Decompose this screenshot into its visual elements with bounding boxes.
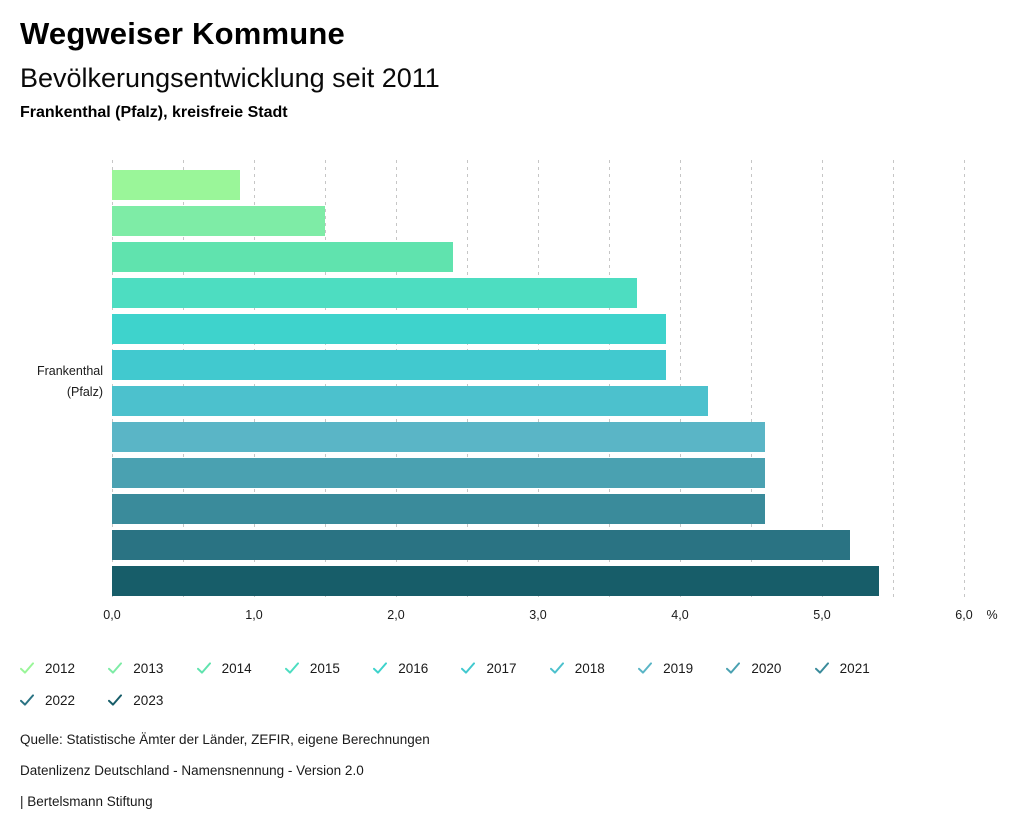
- legend-item-2023[interactable]: 2023: [108, 692, 196, 708]
- gridline: [609, 160, 610, 600]
- bar-2022[interactable]: [112, 530, 851, 560]
- checkmark-icon: [108, 662, 123, 674]
- checkmark-icon: [20, 694, 34, 706]
- gridline: [680, 160, 681, 600]
- gridline: [325, 160, 326, 600]
- y-axis-label-line: (Pfalz): [66, 385, 103, 399]
- checkmark-icon: [373, 662, 388, 674]
- legend-year-label: 2016: [398, 660, 429, 676]
- bar-2015[interactable]: [112, 278, 638, 308]
- gridline: [538, 160, 539, 600]
- x-tick-label: 6,0: [955, 608, 973, 622]
- legend-year-label: 2022: [45, 692, 76, 708]
- source-note: Quelle: Statistische Ämter der Länder, Z…: [20, 732, 430, 747]
- legend-item-2019[interactable]: 2019: [638, 660, 726, 676]
- gridline: [112, 160, 113, 600]
- legend-item-2012[interactable]: 2012: [20, 660, 108, 676]
- legend-year-label: 2023: [133, 692, 164, 708]
- legend-year-label: 2021: [839, 660, 870, 676]
- bar-2013[interactable]: [112, 206, 325, 236]
- legend-item-2020[interactable]: 2020: [726, 660, 814, 676]
- checkmark-icon: [20, 662, 34, 674]
- gridline: [396, 160, 397, 600]
- x-tick-label: 2,0: [387, 608, 405, 622]
- y-axis-label-line: Frankenthal: [36, 364, 103, 378]
- legend-year-label: 2018: [574, 660, 605, 676]
- gridline: [964, 160, 965, 600]
- checkmark-icon: [549, 662, 564, 674]
- gridline: [183, 160, 184, 600]
- bar-2017[interactable]: [112, 350, 666, 380]
- legend-item-2013[interactable]: 2013: [108, 660, 196, 676]
- checkmark-icon: [638, 662, 653, 674]
- checkmark-icon: [726, 662, 741, 674]
- region-label: Frankenthal (Pfalz), kreisfreie Stadt: [20, 104, 288, 121]
- x-tick-label: 4,0: [671, 608, 689, 622]
- legend-item-2022[interactable]: 2022: [20, 692, 108, 708]
- bar-2014[interactable]: [112, 242, 453, 272]
- legend-year-label: 2014: [221, 660, 252, 676]
- gridline: [822, 160, 823, 600]
- chart-subtitle: Bevölkerungsentwicklung seit 2011: [20, 63, 440, 93]
- bar-2021[interactable]: [112, 494, 766, 524]
- x-tick-label: 1,0: [245, 608, 263, 622]
- legend-item-2017[interactable]: 2017: [461, 660, 549, 676]
- legend-item-2021[interactable]: 2021: [814, 660, 903, 676]
- x-axis: 0,0 1,0 2,0 3,0 4,0 5,0 6,0%: [0, 608, 1024, 624]
- legend-year-label: 2012: [45, 660, 76, 676]
- plot-area: [112, 160, 965, 600]
- bar-2020[interactable]: [112, 458, 766, 488]
- bar-2012[interactable]: [112, 170, 240, 200]
- gridline: [254, 160, 255, 600]
- bar-2019[interactable]: [112, 422, 766, 452]
- checkmark-icon: [461, 662, 476, 674]
- x-axis-unit: %: [986, 608, 998, 622]
- legend-item-2016[interactable]: 2016: [373, 660, 461, 676]
- gridline: [893, 160, 894, 600]
- legend-item-2018[interactable]: 2018: [549, 660, 638, 676]
- gridline: [751, 160, 752, 600]
- x-tick-label: 0,0: [103, 608, 121, 622]
- publisher-note: | Bertelsmann Stiftung: [20, 794, 153, 809]
- bar-chart: Frankenthal (Pfalz) 0,0 1,0 2,0 3,0 4,0 5,0 6,0…: [0, 160, 1024, 635]
- x-tick-label: 5,0: [813, 608, 831, 622]
- legend-year-label: 2020: [751, 660, 782, 676]
- gridline: [467, 160, 468, 600]
- y-axis-category-label: Frankenthal (Pfalz): [0, 361, 103, 403]
- bar-2023[interactable]: [112, 566, 879, 596]
- legend-year-label: 2013: [133, 660, 164, 676]
- legend-year-label: 2017: [486, 660, 517, 676]
- checkmark-icon: [196, 662, 211, 674]
- x-tick-label: 3,0: [529, 608, 547, 622]
- chart-legend: 2012 2013 2014 2015 2016 2017 2018 2019 2020 2021…: [20, 660, 920, 708]
- legend-year-label: 2019: [663, 660, 694, 676]
- checkmark-icon: [284, 662, 299, 674]
- checkmark-icon: [108, 694, 123, 706]
- legend-year-label: 2015: [309, 660, 340, 676]
- license-note: Datenlizenz Deutschland - Namensnennung …: [20, 763, 364, 778]
- page-title: Wegweiser Kommune: [20, 16, 345, 51]
- legend-item-2015[interactable]: 2015: [284, 660, 373, 676]
- legend-item-2014[interactable]: 2014: [196, 660, 285, 676]
- bar-2016[interactable]: [112, 314, 666, 344]
- bar-2018[interactable]: [112, 386, 709, 416]
- checkmark-icon: [814, 662, 829, 674]
